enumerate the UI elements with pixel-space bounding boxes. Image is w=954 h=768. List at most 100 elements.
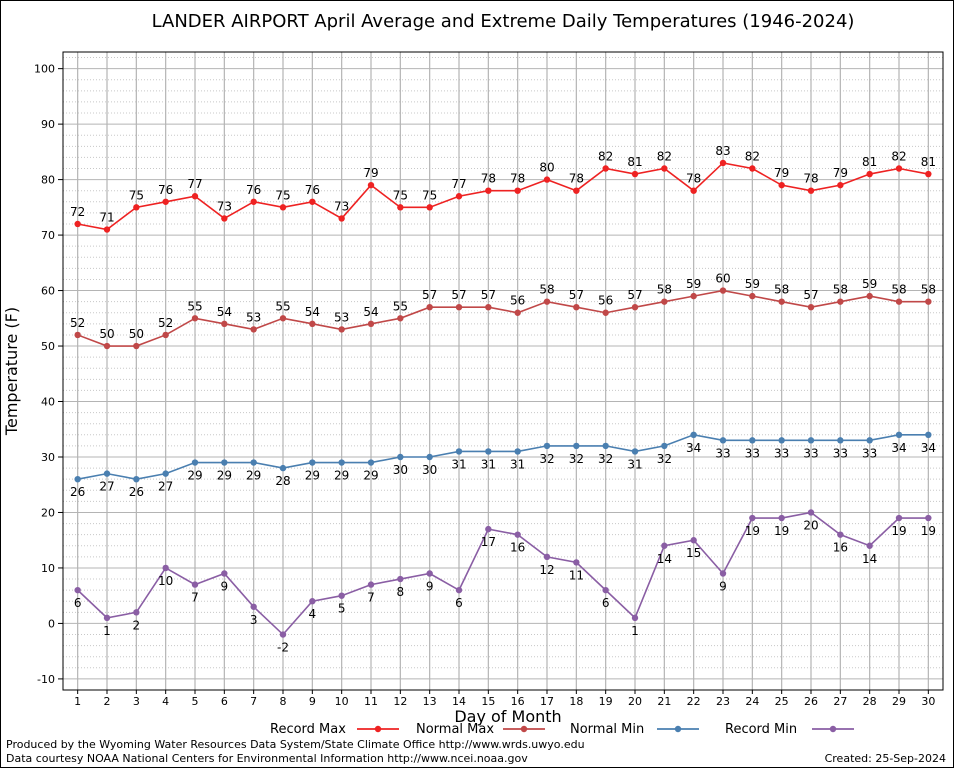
data-point [162,331,169,339]
x-tick-label: 17 [540,695,554,708]
data-point [455,586,463,594]
data-point [925,170,932,178]
x-tick-label: 6 [221,695,228,708]
data-label: 78 [481,172,496,186]
data-point [895,298,903,305]
y-tick-label: 0 [48,617,55,630]
data-point [485,187,492,194]
data-point [74,220,81,228]
data-point [74,475,81,483]
data-label: 59 [862,277,877,291]
data-point [631,304,639,311]
data-label: 16 [510,541,525,555]
data-label: 33 [715,446,730,460]
data-point [925,431,932,438]
data-label: 78 [686,172,701,186]
series-line [77,162,929,231]
x-tick-label: 27 [833,695,847,708]
data-point [367,459,375,466]
legend-marker [520,725,528,733]
data-point [514,309,521,316]
x-tick-label: 24 [745,695,759,708]
data-label: 56 [510,294,525,308]
data-point [426,204,433,211]
y-tick-label: 100 [34,63,55,76]
data-point [837,437,844,444]
data-label: 79 [363,166,378,180]
data-point [191,315,199,322]
data-label: 29 [246,469,261,483]
x-tick-label: 19 [599,695,613,708]
x-tick-label: 30 [921,695,935,708]
data-point [778,514,785,522]
data-point [221,459,228,466]
data-point [866,437,873,444]
x-tick-label: 23 [716,695,730,708]
data-label: 19 [891,524,906,538]
data-label: 26 [129,485,144,499]
data-point [719,287,727,294]
data-point [749,514,756,522]
data-label: 54 [217,305,232,319]
data-point [749,292,756,300]
data-label: 29 [217,469,232,483]
x-tick-label: 16 [511,695,525,708]
series-normal-max: 52 50 50 52 55 54 53 55 54 53 54 55 57 57 57 56 58 57 56 57… [70,272,936,350]
data-label: 1 [103,624,111,638]
data-point [895,165,903,172]
data-point [250,459,257,466]
data-point [719,159,727,167]
data-label: 7 [367,591,375,605]
data-label: 29 [363,469,378,483]
data-point [837,298,844,305]
data-label: 59 [686,277,701,291]
data-label: 33 [745,446,760,460]
data-point [103,470,111,477]
data-label: 9 [719,579,727,593]
y-tick-label: 60 [41,285,55,298]
data-point [690,431,697,438]
data-point [250,603,257,610]
data-point [250,198,257,205]
data-point [221,320,228,328]
data-point [661,442,668,450]
plot-area-border [62,51,944,691]
data-point [309,459,316,466]
data-point [133,342,140,350]
data-label: 16 [833,541,848,555]
data-point [573,304,580,311]
data-point [279,464,287,472]
data-label: 10 [158,574,173,588]
data-label: 20 [803,518,818,532]
data-point [74,586,81,594]
data-point [807,437,815,444]
credit-line-2: Data courtesy NOAA National Centers for … [6,752,528,765]
data-point [602,586,609,594]
data-point [103,226,111,233]
data-label: 4 [309,607,317,621]
x-tick-label: 15 [481,695,495,708]
data-point [573,187,580,194]
data-label: 55 [275,299,290,313]
data-point [221,215,228,222]
data-label: 54 [305,305,320,319]
data-point [602,442,609,450]
data-point [514,448,521,455]
data-label: 3 [250,613,258,627]
data-label: 58 [921,283,936,297]
data-label: 32 [539,452,554,466]
legend-marker [374,725,382,733]
x-tick-label: 21 [657,695,671,708]
x-tick-label: 2 [104,695,111,708]
data-label: 30 [422,463,437,477]
data-label: 27 [158,480,173,494]
data-label: 34 [921,441,936,455]
data-point [573,559,580,566]
data-label: 31 [451,457,466,471]
data-label: 58 [774,283,789,297]
data-label: 33 [774,446,789,460]
data-label: 79 [774,166,789,180]
x-tick-label: 4 [162,695,169,708]
chart-title: LANDER AIRPORT April Average and Extreme… [152,11,855,32]
